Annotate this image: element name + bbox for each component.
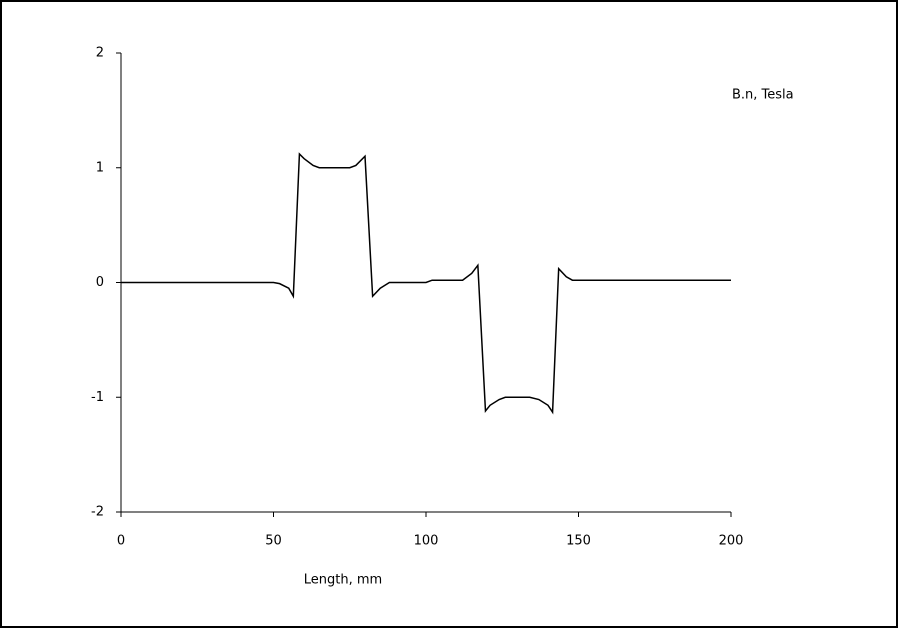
- x-axis-label: Length, mm: [304, 573, 382, 588]
- y-tick-label: -1: [91, 390, 104, 405]
- x-tick-label: 100: [414, 534, 439, 549]
- x-tick-label: 200: [719, 534, 744, 549]
- y-tick-label: -2: [91, 505, 104, 520]
- y-tick-label: 2: [96, 46, 104, 61]
- x-tick-label: 150: [566, 534, 591, 549]
- data-line: [121, 152, 731, 415]
- chart-title: B.n, Tesla: [732, 88, 794, 103]
- x-tick-label: 0: [117, 534, 125, 549]
- y-tick-label: 0: [96, 275, 104, 290]
- x-tick-label: 50: [265, 534, 282, 549]
- y-tick-label: 1: [96, 160, 104, 175]
